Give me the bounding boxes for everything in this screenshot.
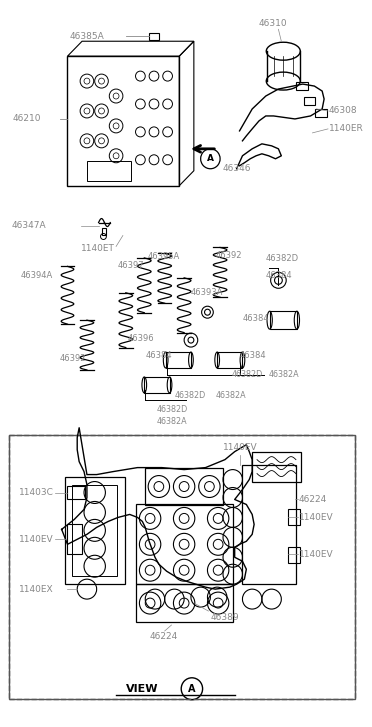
Text: 46382D: 46382D xyxy=(266,254,299,263)
Bar xyxy=(9,435,355,699)
Bar xyxy=(65,477,125,585)
Text: A: A xyxy=(207,154,214,164)
Bar xyxy=(87,161,131,181)
Text: VIEW: VIEW xyxy=(126,684,158,694)
Text: 46394A: 46394A xyxy=(21,271,53,280)
Text: 46382A: 46382A xyxy=(269,371,299,379)
Text: 46382A: 46382A xyxy=(215,391,246,401)
Text: 46310: 46310 xyxy=(259,19,288,28)
Bar xyxy=(252,451,301,481)
Text: 1140ET: 1140ET xyxy=(81,244,115,253)
Text: 11403C: 11403C xyxy=(19,488,54,497)
Bar xyxy=(145,467,223,505)
Bar xyxy=(67,486,85,499)
Text: 1140EV: 1140EV xyxy=(19,535,54,544)
Bar xyxy=(166,352,191,368)
Bar xyxy=(149,33,159,40)
Bar xyxy=(296,82,308,90)
Text: 46384: 46384 xyxy=(266,271,292,280)
Text: 46397: 46397 xyxy=(118,261,145,270)
Bar xyxy=(304,97,315,105)
Text: 46395A: 46395A xyxy=(147,252,179,261)
Bar xyxy=(288,547,300,563)
Bar xyxy=(315,109,327,117)
Text: 46382D: 46382D xyxy=(232,371,263,379)
Bar xyxy=(102,228,106,236)
Text: 46382D: 46382D xyxy=(174,391,206,401)
Text: 46392: 46392 xyxy=(215,251,242,260)
Text: 46385A: 46385A xyxy=(70,32,104,41)
Text: 46384: 46384 xyxy=(145,350,172,360)
Text: 1140EX: 1140EX xyxy=(19,585,54,594)
Bar xyxy=(144,377,170,393)
Text: 46389: 46389 xyxy=(211,613,239,622)
Text: 46210: 46210 xyxy=(13,114,42,124)
Bar xyxy=(67,524,82,554)
Text: 1140EV: 1140EV xyxy=(223,443,258,452)
Text: 46384: 46384 xyxy=(243,313,269,323)
Text: 46346: 46346 xyxy=(223,164,251,173)
Bar xyxy=(243,465,296,585)
Text: 46224: 46224 xyxy=(299,495,327,504)
Bar xyxy=(67,56,179,185)
Bar xyxy=(270,311,297,329)
Text: 46224: 46224 xyxy=(149,632,177,641)
Text: 1140ER: 1140ER xyxy=(329,124,364,133)
Text: 46392: 46392 xyxy=(60,353,86,363)
Bar xyxy=(135,585,233,622)
Text: 46347A: 46347A xyxy=(11,221,46,230)
Bar xyxy=(217,352,243,368)
Text: 46393A: 46393A xyxy=(191,288,223,297)
Text: 46384: 46384 xyxy=(240,350,266,360)
Text: 46382A: 46382A xyxy=(157,417,187,426)
Text: 46396: 46396 xyxy=(128,334,154,342)
Text: A: A xyxy=(188,684,196,694)
Text: 46382D: 46382D xyxy=(157,406,188,414)
Text: 1140EV: 1140EV xyxy=(299,513,333,522)
Bar xyxy=(135,505,233,585)
Bar xyxy=(288,510,300,526)
Bar xyxy=(72,484,117,577)
Text: 1140EV: 1140EV xyxy=(299,550,333,559)
Text: 46308: 46308 xyxy=(329,106,357,116)
